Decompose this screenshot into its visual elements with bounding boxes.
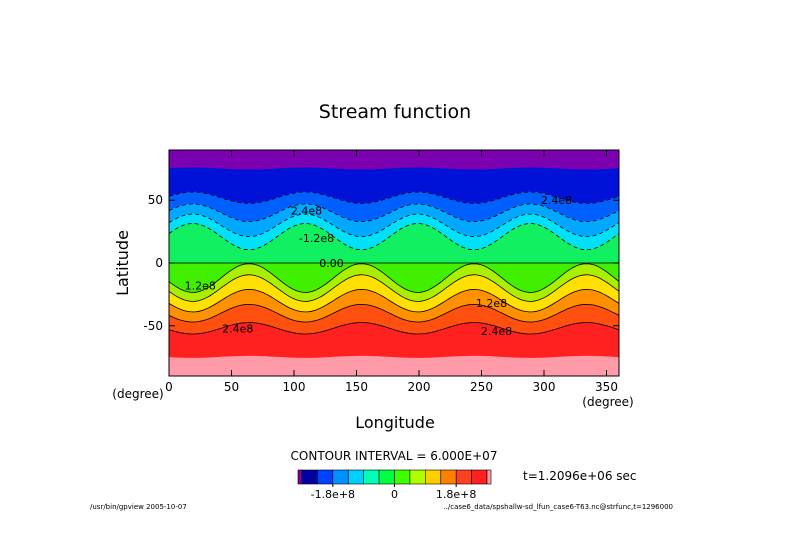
contour-label-6: 2.4e8 <box>222 322 253 335</box>
colorbar-swatch-8 <box>424 469 441 485</box>
colorbar-end-low <box>297 469 303 485</box>
contour-label-0: 2.4e8 <box>291 204 322 217</box>
colorbar-swatch-5 <box>378 469 395 485</box>
x-tick-label-3: 150 <box>345 380 368 394</box>
contour-label-3: 0.00 <box>319 257 344 270</box>
x-tick-label-6: 300 <box>533 380 556 394</box>
contour-label-1: -1.2e8 <box>299 232 334 245</box>
colorbar-swatch-11 <box>471 469 488 485</box>
colorbar-swatch-3 <box>347 469 364 485</box>
contour-line-7 <box>168 288 620 313</box>
x-tick-label-0: 0 <box>165 380 173 394</box>
y-tick-label-0: -50 <box>143 319 163 333</box>
colorbar-tick-label-2: 1.8e+8 <box>436 488 476 501</box>
x-axis-label: Longitude <box>355 413 435 432</box>
colorbar-swatch-4 <box>363 469 380 485</box>
x-tick-label-5: 250 <box>470 380 493 394</box>
contour-line-6 <box>168 274 620 302</box>
x-axis-unit: (degree) <box>582 395 633 409</box>
contour-line-5 <box>168 263 620 293</box>
colorbar-swatch-10 <box>455 469 472 485</box>
contour-line-3 <box>168 223 620 251</box>
contour-line-1 <box>168 203 620 223</box>
contour-label-7: 2.4e8 <box>481 325 512 338</box>
y-axis: -50 0 50 <box>143 193 619 333</box>
contour-line-9 <box>168 322 620 335</box>
colorbar: -1.8e+8 0 1.8e+8 <box>297 469 492 501</box>
y-tick-label-2: 50 <box>148 193 163 207</box>
contour-lines <box>168 191 620 335</box>
x-tick-label-7: 350 <box>595 380 618 394</box>
colorbar-swatch-6 <box>394 469 411 485</box>
x-tick-label-1: 50 <box>224 380 239 394</box>
colorbar-end-high <box>486 469 492 485</box>
y-axis-label: Latitude <box>113 230 132 296</box>
x-tick-label-2: 100 <box>283 380 306 394</box>
colorbar-swatch-0 <box>301 469 318 485</box>
chart-title: Stream function <box>319 101 471 123</box>
x-axis: 0 50 100 150 200 250 300 350 <box>165 150 618 394</box>
contour-band-12 <box>168 355 620 377</box>
footer-right: ../case6_data/spshallw-sd_lfun_case6-T63… <box>443 503 673 511</box>
colorbar-swatch-2 <box>332 469 349 485</box>
colorbar-swatch-9 <box>440 469 457 485</box>
y-tick-label-1: 0 <box>155 256 163 270</box>
contour-line-8 <box>168 303 620 323</box>
colorbar-swatch-7 <box>409 469 426 485</box>
y-axis-unit: (degree) <box>112 387 163 401</box>
x-tick-label-4: 200 <box>408 380 431 394</box>
contour-labels: 2.4e8 -1.2e8 2.4e8 0.00 1.2e8 1.2e8 2.4e8 2.4e8 <box>185 194 573 338</box>
colorbar-tick-label-1: 0 <box>391 488 398 501</box>
contour-label-4: 1.2e8 <box>185 280 216 293</box>
colorbar-swatch-1 <box>317 469 334 485</box>
contour-interval-label: CONTOUR INTERVAL = 6.000E+07 <box>291 449 498 463</box>
time-label: t=1.2096e+06 sec <box>523 469 637 483</box>
colorbar-tick-label-0: -1.8e+8 <box>311 488 355 501</box>
footer-left: /usr/bin/gpview 2005-10-07 <box>90 503 187 511</box>
contour-line-2 <box>168 213 620 238</box>
contour-band-0 <box>168 149 620 171</box>
contour-label-5: 1.2e8 <box>476 297 507 310</box>
plot-area: 2.4e8 -1.2e8 2.4e8 0.00 1.2e8 1.2e8 2.4e8 2.4e8 <box>168 149 620 377</box>
contour-label-2: 2.4e8 <box>541 194 572 207</box>
